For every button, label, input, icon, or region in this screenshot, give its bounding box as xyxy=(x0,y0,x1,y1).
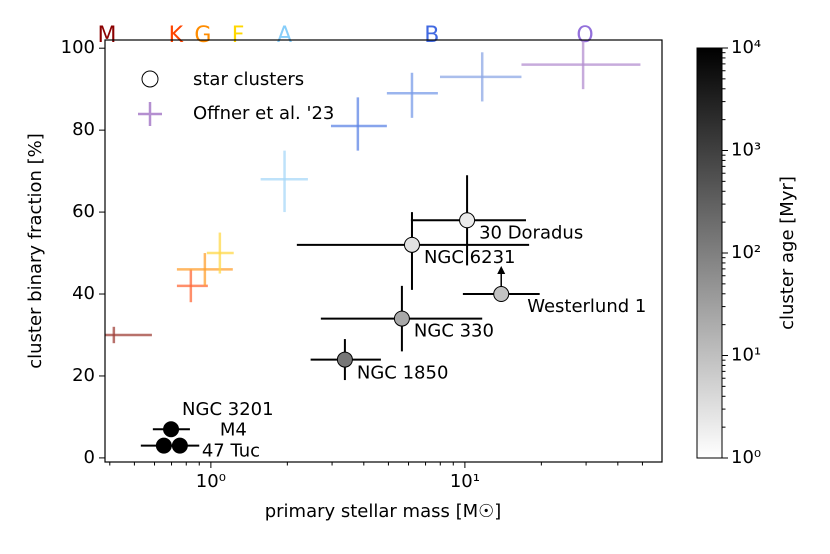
y-tick-label: 20 xyxy=(72,365,95,386)
y-tick-label: 80 xyxy=(72,119,95,140)
y-tick-label: 40 xyxy=(72,283,95,304)
legend-label: star clusters xyxy=(193,69,304,90)
cluster-point xyxy=(493,286,510,303)
cluster-point xyxy=(163,421,180,438)
cluster-label: M4 xyxy=(220,420,247,441)
spectral-type-label: O xyxy=(576,23,593,48)
cluster-label: Westerlund 1 xyxy=(527,296,646,317)
y-tick-label: 100 xyxy=(61,37,95,58)
colorbar-tick-label: 10⁰ xyxy=(731,447,761,468)
spectral-type-label: G xyxy=(194,23,211,48)
x-tick-label: 10¹ xyxy=(450,471,480,492)
y-tick-label: 0 xyxy=(84,447,95,468)
legend-label: Offner et al. '23 xyxy=(193,103,334,124)
spectral-type-label: M xyxy=(98,23,117,48)
cluster-point xyxy=(459,212,476,229)
cluster-point xyxy=(336,351,353,368)
cluster-label: NGC 6231 xyxy=(424,247,516,268)
spectral-type-label: A xyxy=(277,23,292,48)
x-tick-label: 10⁰ xyxy=(196,471,226,492)
cluster-label: NGC 330 xyxy=(414,321,494,342)
plot-frame xyxy=(104,39,663,463)
cluster-label: NGC 1850 xyxy=(357,363,449,384)
cluster-point xyxy=(403,236,420,253)
colorbar xyxy=(696,47,723,459)
y-tick-label: 60 xyxy=(72,201,95,222)
cluster-point xyxy=(393,310,410,327)
colorbar-tick-label: 10¹ xyxy=(731,345,761,366)
x-axis-label: primary stellar mass [M☉] xyxy=(265,501,502,522)
colorbar-tick-label: 10⁴ xyxy=(731,37,761,58)
cluster-point xyxy=(155,437,172,454)
spectral-type-label: B xyxy=(424,23,439,48)
colorbar-label: cluster age [Myr] xyxy=(777,176,798,330)
cluster-label: 47 Tuc xyxy=(202,441,260,462)
colorbar-tick-label: 10² xyxy=(731,242,761,263)
legend-marker xyxy=(141,70,159,88)
lower-limit-arrowhead xyxy=(497,266,506,275)
plot-area xyxy=(105,40,641,454)
spectral-type-label: F xyxy=(232,23,245,48)
cluster-label: 30 Doradus xyxy=(479,222,583,243)
cluster-label: NGC 3201 xyxy=(182,399,274,420)
spectral-type-label: K xyxy=(169,23,184,48)
colorbar-tick-label: 10³ xyxy=(731,140,761,161)
y-axis-label: cluster binary fraction [%] xyxy=(25,133,46,369)
